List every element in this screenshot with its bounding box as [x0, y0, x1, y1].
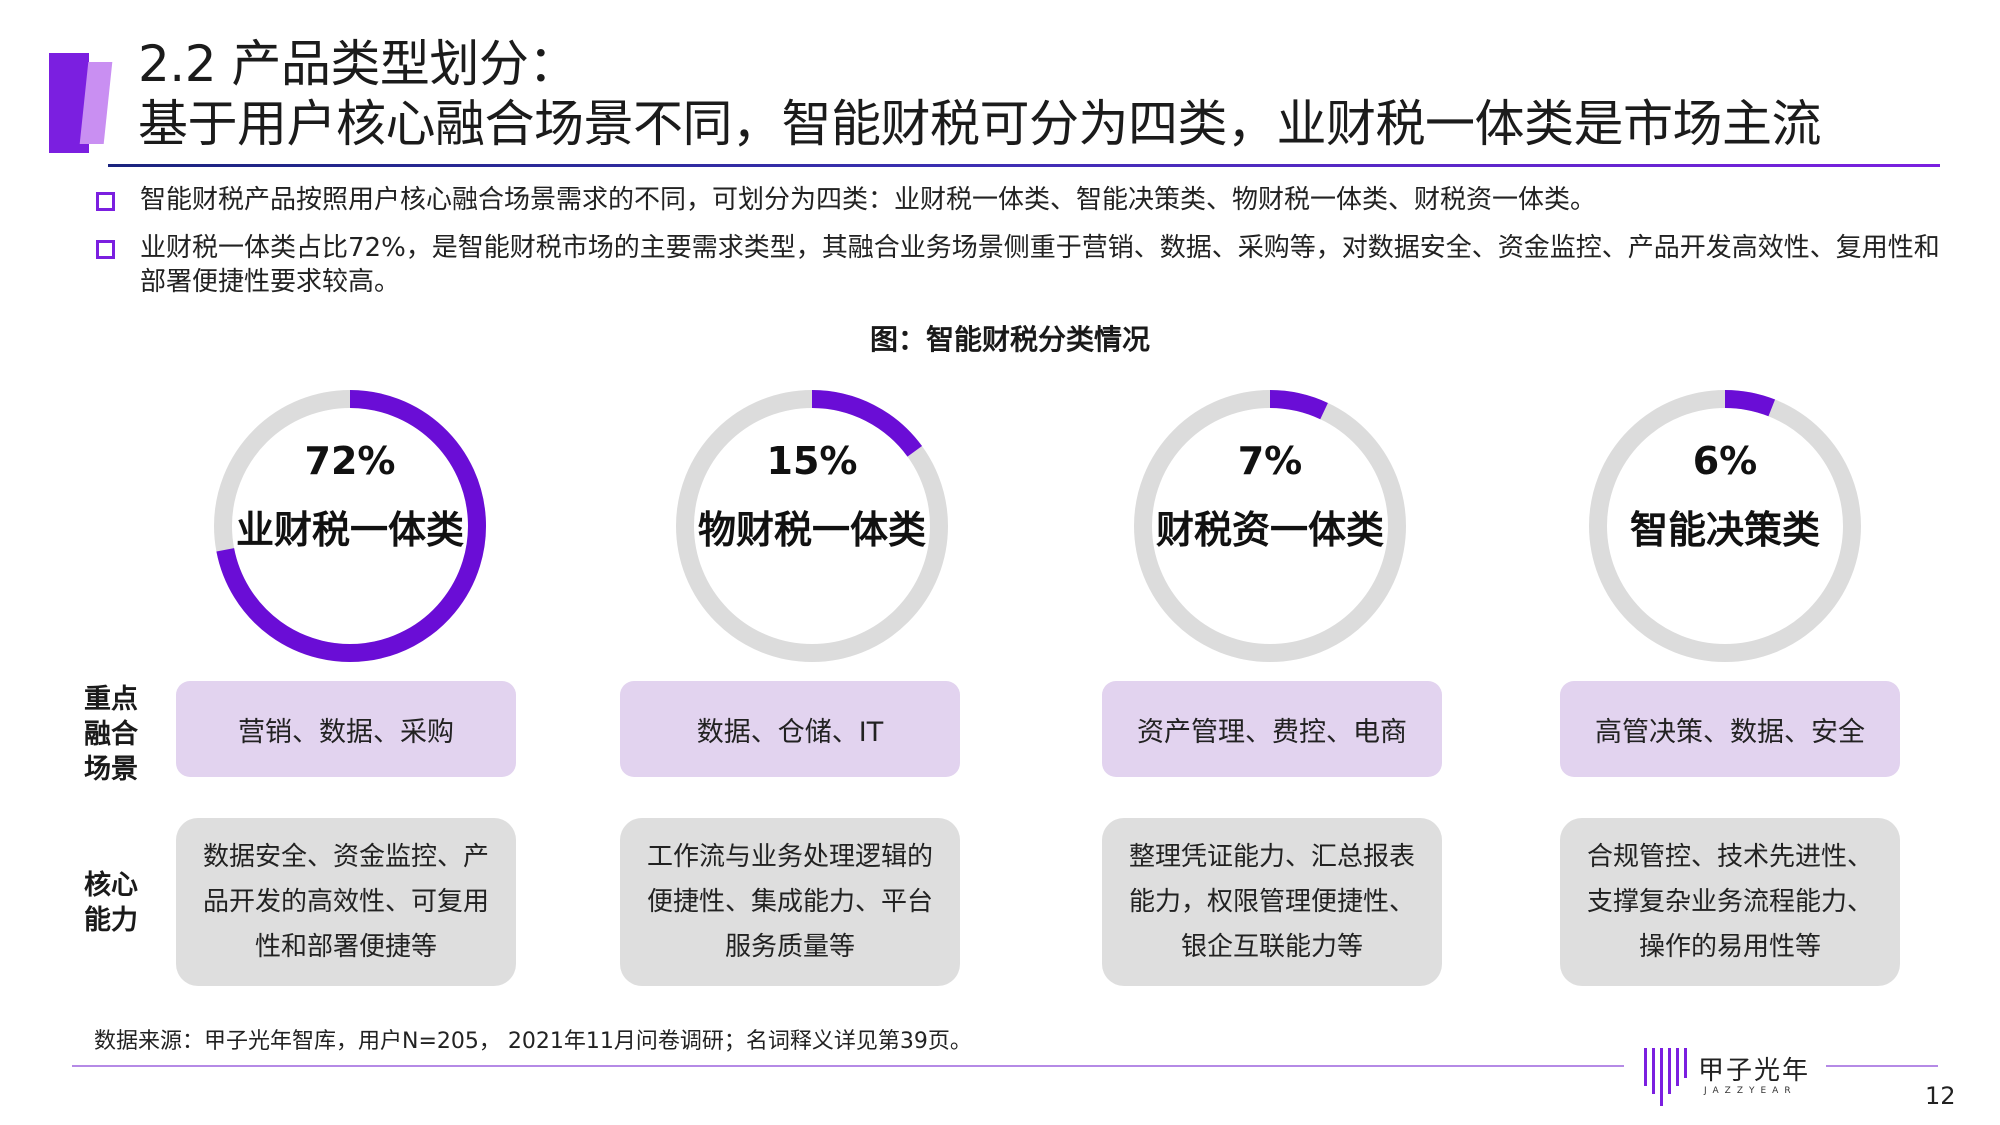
data-source-note: 数据来源：甲子光年智库，用户N=205， 2021年11月问卷调研；名词释义详见…: [94, 1029, 972, 1054]
donut-svg: [1589, 390, 1861, 662]
footer-divider-left: [72, 1065, 1624, 1067]
capability-box: 整理凭证能力、汇总报表 能力，权限管理便捷性、 银企互联能力等: [1102, 818, 1442, 986]
bullet-list: 智能财税产品按照用户核心融合场景需求的不同，可划分为四类：业财税一体类、智能决策…: [92, 183, 1952, 313]
square-bullet-icon: [96, 240, 115, 259]
page-number: 12: [1925, 1082, 1956, 1110]
category-name: 智能决策类: [1629, 508, 1820, 552]
percent-label: 15%: [766, 439, 858, 483]
percent-label: 72%: [304, 439, 396, 483]
title-line-1: 2.2 产品类型划分：: [138, 35, 578, 93]
donut-svg: [676, 390, 948, 662]
scene-box: 高管决策、数据、安全: [1560, 681, 1900, 777]
scene-box: 资产管理、费控、电商: [1102, 681, 1442, 777]
logo-text-cn: 甲子光年: [1698, 1056, 1811, 1086]
bullet-item: 智能财税产品按照用户核心融合场景需求的不同，可划分为四类：业财税一体类、智能决策…: [92, 183, 1952, 217]
capability-line: 工作流与业务处理逻辑的 便捷性、集成能力、平台 服务质量等: [646, 841, 933, 962]
title-line-2: 基于用户核心融合场景不同，智能财税可分为四类，业财税一体类是市场主流: [138, 95, 1822, 153]
row-label-scenes-text: 重点 融合 场景: [84, 684, 138, 785]
donut-svg: [214, 390, 486, 662]
category-name: 业财税一体类: [235, 508, 464, 552]
row-label-capabilities: 核心 能力: [84, 868, 138, 938]
footer-divider-right: [1826, 1065, 1938, 1067]
logo-bars-icon: [1644, 1048, 1687, 1106]
donut-chart-2: 15% 物财税一体类: [667, 381, 957, 671]
scene-box: 营销、数据、采购: [176, 681, 516, 777]
capability-box: 数据安全、资金监控、产 品开发的高效性、可复用 性和部署便捷等: [176, 818, 516, 986]
bullet-item: 业财税一体类占比72%，是智能财税市场的主要需求类型，其融合业务场景侧重于营销、…: [92, 231, 1952, 299]
capability-line: 合规管控、技术先进性、 支撑复杂业务流程能力、 操作的易用性等: [1586, 841, 1873, 962]
donut-chart-3: 7% 财税资一体类: [1125, 381, 1415, 671]
percent-label: 6%: [1692, 439, 1758, 483]
scene-box: 数据、仓储、IT: [620, 681, 960, 777]
row-label-capabilities-text: 核心 能力: [84, 870, 138, 936]
row-label-scenes: 重点 融合 场景: [84, 682, 138, 787]
bullet-text: 业财税一体类占比72%，是智能财税市场的主要需求类型，其融合业务场景侧重于营销、…: [140, 233, 1940, 297]
ring-value-arc: [1269, 390, 1328, 420]
figure-caption: 图：智能财税分类情况: [869, 323, 1150, 356]
donut-svg: [1134, 390, 1406, 662]
ring-value-arc: [1724, 390, 1776, 417]
percent-label: 7%: [1237, 439, 1303, 483]
category-name: 财税资一体类: [1155, 508, 1384, 552]
capability-line: 整理凭证能力、汇总报表 能力，权限管理便捷性、 银企互联能力等: [1128, 841, 1415, 962]
donut-chart-1: 72% 业财税一体类: [205, 381, 495, 671]
capability-box: 工作流与业务处理逻辑的 便捷性、集成能力、平台 服务质量等: [620, 818, 960, 986]
title-divider: [108, 164, 1940, 167]
page-title: 2.2 产品类型划分： 基于用户核心融合场景不同，智能财税可分为四类，业财税一体…: [138, 34, 1978, 154]
bullet-text: 智能财税产品按照用户核心融合场景需求的不同，可划分为四类：业财税一体类、智能决策…: [140, 185, 1597, 215]
capability-box: 合规管控、技术先进性、 支撑复杂业务流程能力、 操作的易用性等: [1560, 818, 1900, 986]
company-logo: 甲子光年 JAZZYEAR: [1640, 1042, 1820, 1112]
ring-value-arc: [216, 390, 486, 662]
capability-line: 数据安全、资金监控、产 品开发的高效性、可复用 性和部署便捷等: [202, 841, 489, 962]
square-bullet-icon: [96, 192, 115, 211]
logo-text-en: JAZZYEAR: [1704, 1086, 1797, 1096]
donut-chart-4: 6% 智能决策类: [1580, 381, 1870, 671]
ring-value-arc: [811, 390, 923, 457]
category-name: 物财税一体类: [697, 508, 926, 552]
